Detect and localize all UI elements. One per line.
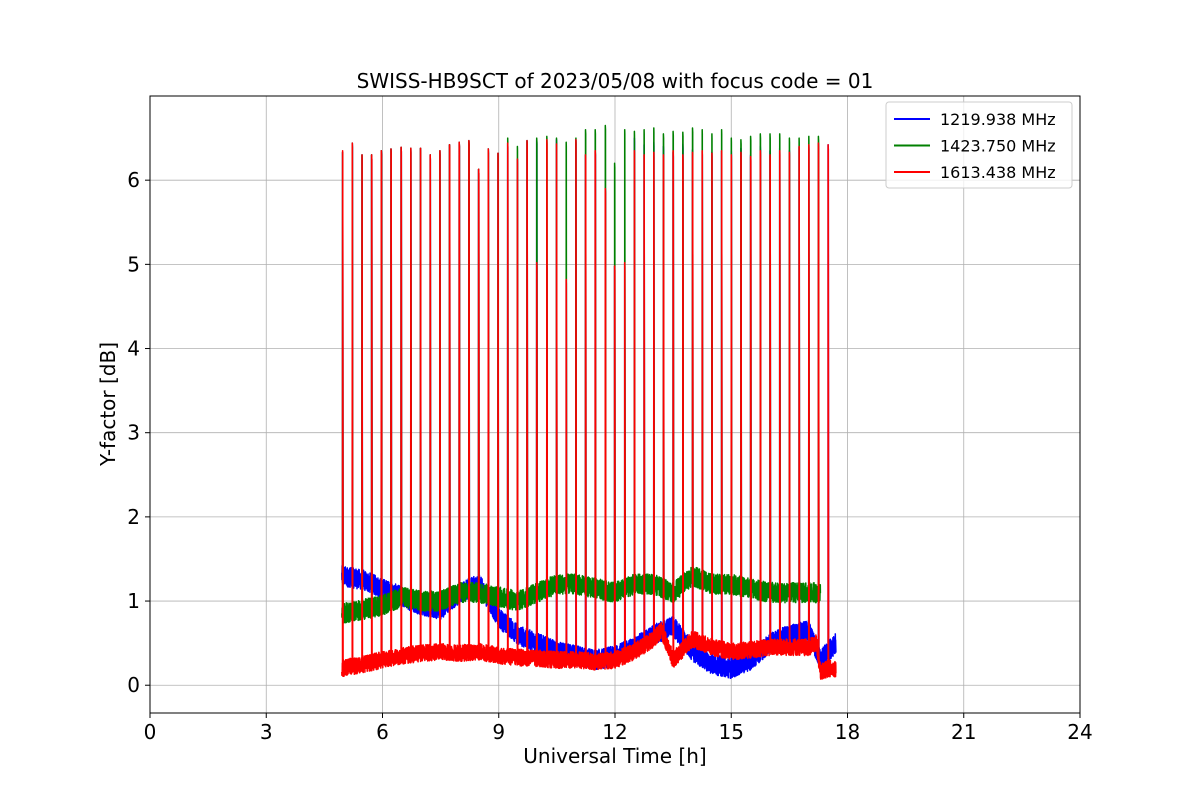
x-tick-label: 12 <box>602 720 627 744</box>
y-tick-label: 3 <box>127 421 140 445</box>
x-axis-title: Universal Time [h] <box>523 744 706 768</box>
x-tick-label: 0 <box>144 720 157 744</box>
x-tick-label: 9 <box>492 720 505 744</box>
chart-legend: 1219.938 MHz 1423.750 MHz 1613.438 MHz <box>885 101 1073 189</box>
legend-box <box>885 101 1073 189</box>
chart-title: SWISS-HB9SCT of 2023/05/08 with focus co… <box>357 69 874 93</box>
y-axis-title: Y-factor [dB] <box>96 342 120 467</box>
x-tick-label: 15 <box>719 720 744 744</box>
legend-label-1: 1219.938 MHz <box>940 110 1056 129</box>
y-tick-label: 4 <box>127 337 140 361</box>
series-line-3 <box>341 139 837 680</box>
legend-label-3: 1613.438 MHz <box>940 163 1056 182</box>
x-tick-label: 3 <box>260 720 273 744</box>
x-tick-label: 18 <box>835 720 860 744</box>
plot-series <box>341 124 837 680</box>
y-tick-label: 5 <box>127 252 140 276</box>
y-tick-label: 1 <box>127 589 140 613</box>
y-tick-label: 0 <box>127 673 140 697</box>
x-tick-label: 6 <box>376 720 389 744</box>
y-tick-label: 6 <box>127 168 140 192</box>
y-tick-label: 2 <box>127 505 140 529</box>
x-tick-label: 21 <box>951 720 976 744</box>
x-tick-label: 24 <box>1067 720 1092 744</box>
legend-label-2: 1423.750 MHz <box>940 137 1056 156</box>
